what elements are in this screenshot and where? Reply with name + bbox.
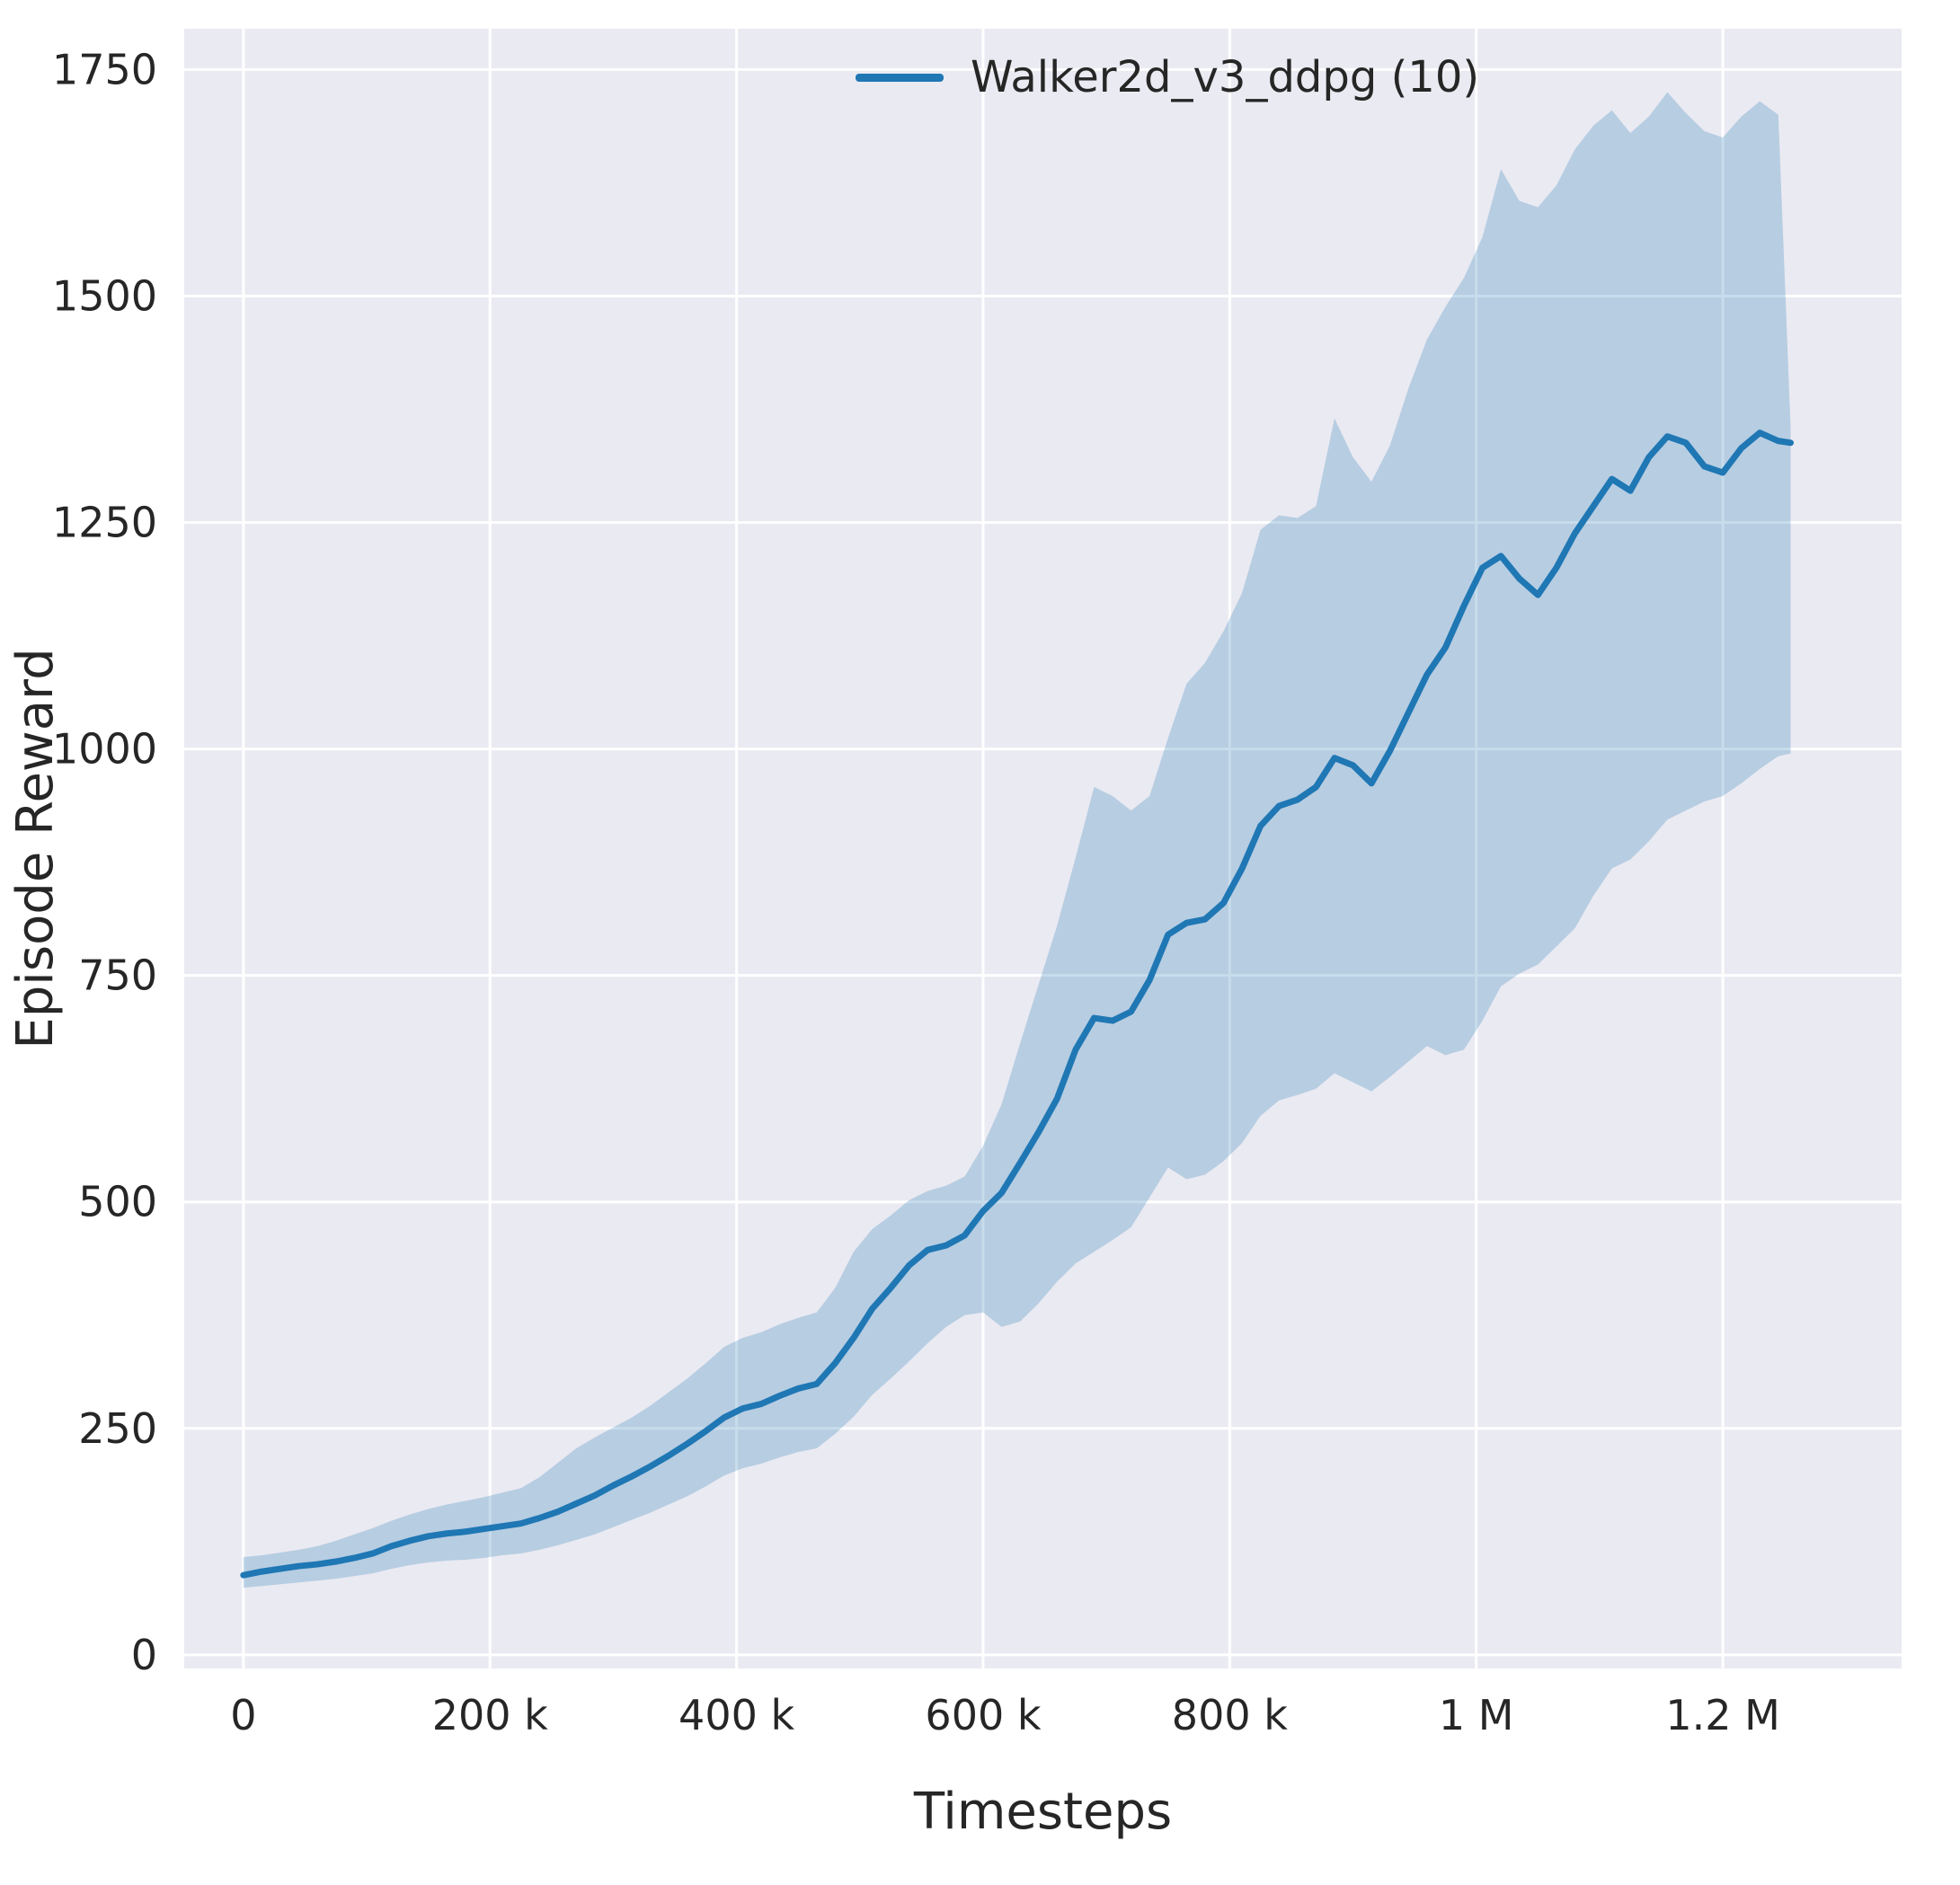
x-tick-label: 600 k bbox=[925, 1691, 1041, 1739]
y-tick-label: 500 bbox=[78, 1178, 157, 1226]
x-tick-label: 800 k bbox=[1172, 1691, 1288, 1739]
legend-line-swatch bbox=[856, 73, 944, 82]
y-tick-label: 1500 bbox=[52, 271, 157, 320]
y-tick-label: 750 bbox=[78, 951, 157, 1000]
y-tick-label: 1000 bbox=[52, 725, 157, 774]
x-tick-label: 1.2 M bbox=[1665, 1691, 1779, 1739]
mean-line bbox=[240, 429, 1795, 1579]
y-tick-label: 1250 bbox=[52, 499, 157, 547]
plot-background bbox=[184, 29, 1902, 1668]
legend: Walker2d_v3_ddpg (10) bbox=[856, 52, 1479, 102]
x-tick-label: 200 k bbox=[432, 1691, 548, 1739]
x-tick-label: 400 k bbox=[678, 1691, 794, 1739]
y-axis-label: Episode Reward bbox=[6, 648, 65, 1049]
y-tick-label: 0 bbox=[131, 1631, 157, 1679]
x-tick-label: 1 M bbox=[1439, 1691, 1514, 1739]
y-tick-label: 250 bbox=[78, 1404, 157, 1453]
legend-label: Walker2d_v3_ddpg (10) bbox=[971, 52, 1480, 102]
x-axis-label: Timesteps bbox=[913, 1783, 1172, 1841]
confidence-band bbox=[243, 92, 1791, 1589]
x-tick-label: 0 bbox=[230, 1691, 256, 1739]
y-tick-label: 1750 bbox=[52, 45, 157, 93]
